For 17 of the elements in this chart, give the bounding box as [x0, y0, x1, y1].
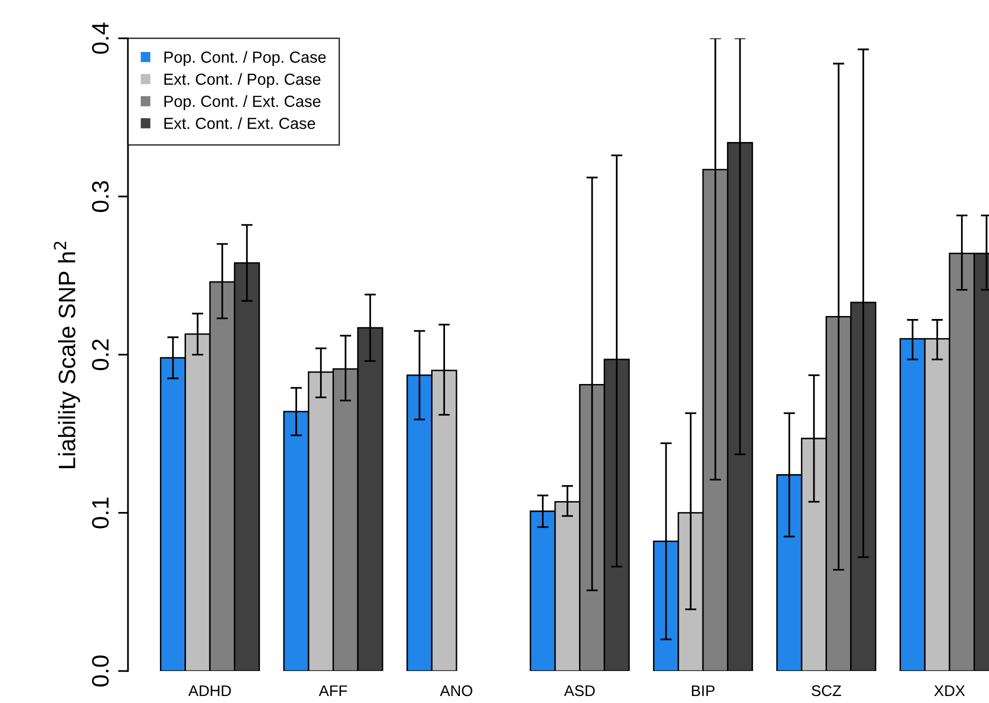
x-tick-label: ANO — [440, 685, 472, 696]
x-tick-label: AFF — [318, 685, 348, 696]
y-tick-label: 0.2 — [92, 339, 109, 370]
legend-label: Pop. Cont. / Ext. Case — [164, 95, 320, 110]
y-tick-label: 0.0 — [92, 656, 109, 686]
y-tick-label: 0.1 — [92, 498, 109, 528]
x-tick-label: XDX — [934, 685, 965, 696]
x-tick-label: ADHD — [188, 685, 231, 696]
x-tick-label: BIP — [692, 685, 715, 696]
legend-label: Ext. Cont. / Ext. Case — [164, 117, 316, 130]
x-tick-label: ASD — [564, 685, 595, 696]
x-tick-label: SCZ — [812, 685, 842, 696]
legend-label: Pop. Cont. / Pop. Case — [164, 51, 326, 66]
legend-label: Ext. Cont. / Pop. Case — [164, 73, 320, 88]
y-axis-title: Liability Scale SNP h$^{2}$ — [54, 242, 80, 468]
y-tick-label: 0.3 — [92, 181, 109, 212]
y-tick-label: 0.4 — [92, 22, 109, 54]
